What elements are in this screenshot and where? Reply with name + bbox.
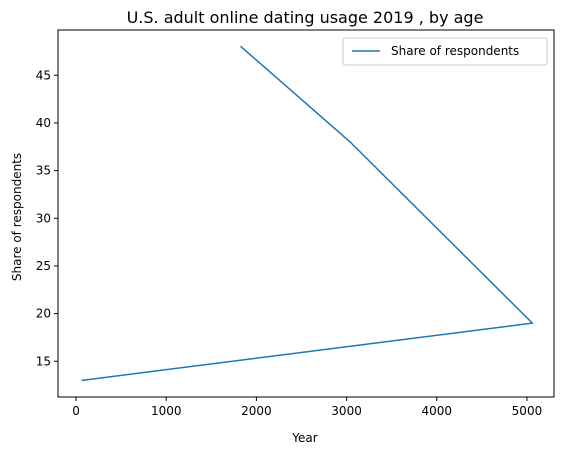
x-tick-label: 2000 <box>241 404 272 418</box>
y-axis-label: Share of respondents <box>10 153 24 281</box>
y-tick-label: 30 <box>36 211 51 225</box>
series-point <box>349 141 351 143</box>
series-point <box>532 322 534 324</box>
y-tick-label: 35 <box>36 164 51 178</box>
x-axis-label: Year <box>291 431 317 445</box>
y-tick-label: 45 <box>36 68 51 82</box>
y-tick-label: 40 <box>36 116 51 130</box>
chart-title: U.S. adult online dating usage 2019 , by… <box>127 8 484 27</box>
y-tick-label: 25 <box>36 259 51 273</box>
x-tick-label: 3000 <box>331 404 362 418</box>
y-tick-label: 20 <box>36 307 51 321</box>
x-tick-label: 0 <box>72 404 80 418</box>
legend: Share of respondents <box>343 38 547 65</box>
x-tick-label: 1000 <box>151 404 182 418</box>
legend-label: Share of respondents <box>391 44 519 58</box>
series-point <box>240 46 242 48</box>
y-tick-label: 15 <box>36 354 51 368</box>
series-point <box>82 380 84 382</box>
x-tick-label: 5000 <box>512 404 543 418</box>
x-tick-label: 4000 <box>421 404 452 418</box>
